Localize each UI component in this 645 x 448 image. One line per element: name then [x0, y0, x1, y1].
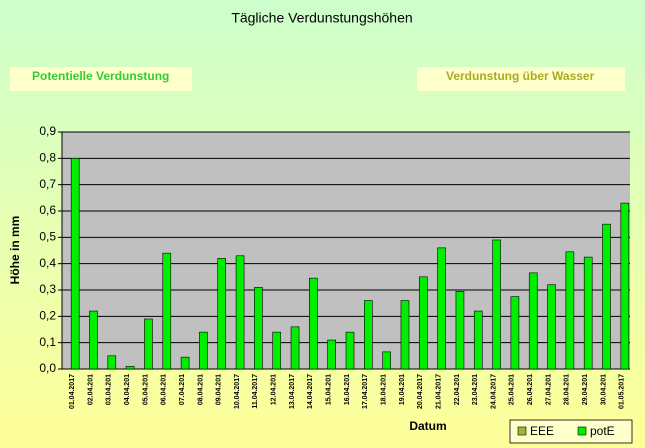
bar: [217, 258, 227, 370]
bar: [327, 339, 336, 370]
bar: [492, 239, 501, 370]
bar: [437, 247, 446, 370]
bar: [309, 277, 318, 370]
bar: [565, 251, 575, 370]
x-tick-label: 05.04.201: [142, 374, 149, 405]
bar: [254, 287, 263, 370]
bar: [473, 310, 483, 370]
legend-label: EEE: [530, 424, 554, 438]
legend: [509, 419, 633, 444]
x-tick-label: 08.04.201: [197, 374, 204, 405]
bar: [620, 202, 630, 370]
x-tick-label: 29.04.201: [582, 374, 589, 405]
bar: [272, 331, 282, 370]
y-tick-label: 0,0: [39, 361, 56, 375]
annotation-box: [417, 67, 625, 91]
bar: [528, 272, 538, 370]
x-axis-label: Datum: [409, 419, 446, 433]
annotation-box: [10, 67, 192, 91]
y-tick-label: 0,4: [39, 256, 56, 270]
x-tick-label: 11.04.2017: [252, 374, 259, 409]
x-tick-label: 13.04.2017: [289, 374, 296, 409]
bar: [107, 355, 117, 370]
bar: [89, 310, 98, 370]
annotation: Potentielle Verdunstung: [32, 69, 169, 83]
x-tick-label: 27.04.201: [545, 374, 552, 405]
y-tick-label: 0,9: [39, 124, 56, 138]
bar: [290, 326, 300, 370]
x-tick-label: 02.04.201: [87, 374, 94, 405]
bar: [125, 366, 135, 370]
legend-label: potE: [590, 424, 615, 438]
y-tick-label: 0,7: [39, 177, 56, 191]
x-tick-label: 12.04.201: [271, 374, 278, 405]
bar: [455, 291, 465, 370]
x-tick-label: 03.04.201: [106, 374, 113, 405]
y-tick-label: 0,2: [39, 309, 56, 323]
x-tick-label: 23.04.201: [472, 374, 479, 405]
x-tick-label: 20.04.2017: [417, 374, 424, 409]
legend-swatch: [517, 426, 527, 436]
bar: [510, 296, 520, 370]
y-tick-label: 0,5: [39, 230, 56, 244]
x-tick-label: 25.04.201: [509, 374, 516, 405]
y-tick-label: 0,6: [39, 203, 56, 217]
legend-swatch: [577, 426, 587, 436]
x-tick-label: 18.04.201: [380, 374, 387, 405]
bar: [144, 318, 153, 370]
bar: [235, 255, 245, 370]
x-tick-label: 28.04.201: [564, 374, 571, 405]
bar: [345, 331, 355, 370]
x-tick-label: 09.04.201: [216, 374, 223, 405]
bar: [180, 356, 190, 370]
bar: [199, 331, 208, 370]
x-tick-label: 30.04.201: [600, 374, 607, 405]
x-tick-label: 14.04.2017: [307, 374, 314, 409]
bar: [418, 276, 428, 370]
y-tick-label: 0,8: [39, 151, 56, 165]
x-tick-label: 04.04.201: [124, 374, 131, 405]
y-tick-label: 0,3: [39, 282, 56, 296]
annotation: Verdunstung über Wasser: [446, 69, 595, 83]
x-tick-label: 24.04.2017: [490, 374, 497, 409]
bar: [602, 223, 611, 370]
bar: [400, 300, 410, 370]
bar: [583, 256, 593, 370]
x-tick-label: 15.04.201: [326, 374, 333, 405]
x-tick-label: 01.05.2017: [619, 374, 626, 409]
x-tick-label: 22.04.201: [454, 374, 461, 405]
x-tick-label: 26.04.201: [527, 374, 534, 405]
bar: [162, 252, 172, 370]
x-tick-label: 06.04.201: [161, 374, 168, 405]
bar: [382, 351, 391, 370]
bar: [364, 300, 373, 370]
y-tick-label: 0,1: [39, 335, 56, 349]
x-tick-label: 21.04.2017: [435, 374, 442, 409]
y-axis-label: Höhe in mm: [8, 216, 22, 285]
bar: [547, 284, 556, 370]
bar: [70, 158, 80, 370]
x-tick-label: 16.04.201: [344, 374, 351, 405]
x-tick-label: 01.04.2017: [69, 374, 76, 409]
x-tick-label: 17.04.2017: [362, 374, 369, 409]
x-tick-label: 19.04.201: [399, 374, 406, 405]
x-tick-label: 10.04.2017: [234, 374, 241, 409]
chart-title: Tägliche Verdunstungshöhen: [231, 10, 412, 26]
x-tick-label: 07.04.201: [179, 374, 186, 405]
